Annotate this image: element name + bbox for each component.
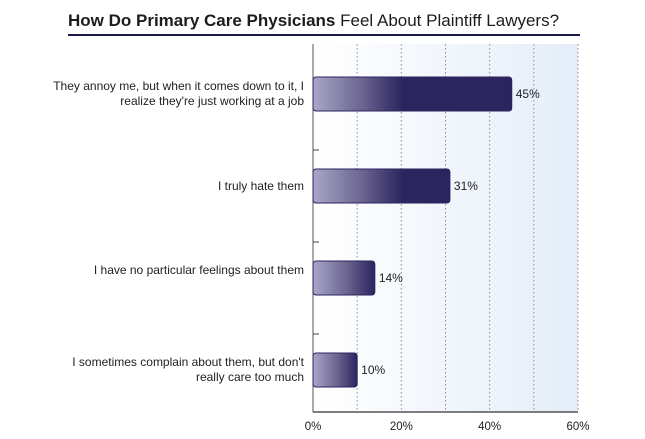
data-label: 31% (454, 179, 478, 193)
title-rule (68, 34, 580, 36)
x-tick-label: 40% (478, 421, 501, 433)
chart-title-rest: Feel About Plaintiff Lawyers? (340, 11, 560, 30)
category-label: I sometimes complain about them, but don… (72, 355, 304, 384)
x-tick-label: 20% (390, 421, 413, 433)
bar (312, 168, 451, 204)
x-tick-label: 0% (305, 421, 322, 433)
data-label: 14% (379, 271, 403, 285)
category-label: I truly hate them (217, 178, 304, 193)
data-label: 10% (361, 363, 385, 377)
chart-title: How Do Primary Care Physicians Feel Abou… (68, 10, 584, 32)
category-label: I have no particular feelings about them (93, 263, 304, 277)
bar (312, 352, 358, 388)
data-label: 45% (516, 87, 540, 101)
x-tick-label: 60% (566, 421, 589, 433)
chart-title-bold: How Do Primary Care Physicians (68, 11, 336, 30)
category-label: They annoy me, but when it comes down to… (53, 79, 304, 108)
bar (312, 260, 376, 296)
bar (312, 76, 513, 112)
